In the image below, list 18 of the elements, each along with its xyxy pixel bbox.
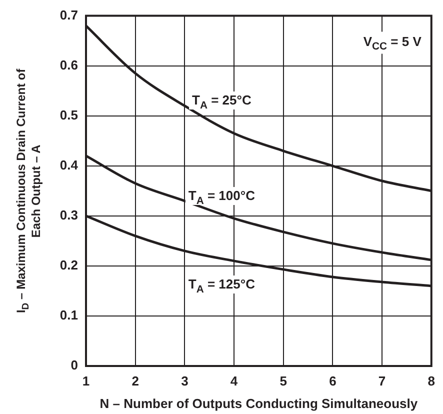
y-axis-title: ID – Maximum Continuous Drain Current of Each Output – A xyxy=(14,68,43,314)
x-tick-label: 7 xyxy=(378,373,386,388)
y-tick-label: 0.7 xyxy=(60,7,78,22)
x-axis-title: N – Number of Outputs Conducting Simultaneously xyxy=(100,396,418,411)
y-tick-label: 0.3 xyxy=(60,207,78,222)
x-tick-label: 5 xyxy=(280,373,287,388)
x-tick-label: 1 xyxy=(82,373,90,388)
x-tick-label: 6 xyxy=(329,373,336,388)
y-tick-label: 0 xyxy=(70,358,78,373)
y-tick-label: 0.1 xyxy=(60,308,78,323)
y-tick-label: 0.6 xyxy=(60,57,78,72)
y-tick-label: 0.2 xyxy=(60,258,78,273)
x-tick-label: 8 xyxy=(428,373,435,388)
y-tick-label: 0.5 xyxy=(60,107,78,122)
x-tick-label: 3 xyxy=(181,373,188,388)
x-tick-label: 4 xyxy=(230,373,238,388)
x-tick-label: 2 xyxy=(132,373,139,388)
y-tick-label: 0.4 xyxy=(60,157,79,172)
